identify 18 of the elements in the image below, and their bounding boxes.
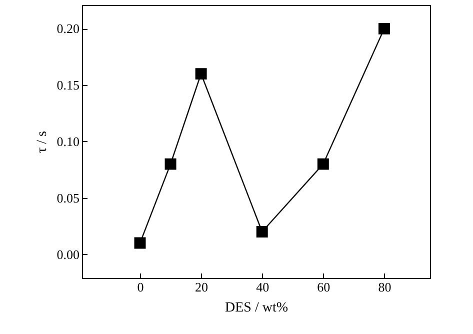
point [164, 158, 176, 170]
x-tick-label: 60 [317, 280, 330, 294]
x-tick-label: 20 [195, 280, 208, 294]
point [134, 237, 146, 249]
y-tick-label: 0.05 [56, 190, 80, 206]
x-axis-title: DES / wt% [225, 300, 288, 316]
y-tick-label: 0.10 [56, 134, 80, 149]
x-tick-label: 80 [378, 280, 392, 294]
y-tick-label: 0.00 [56, 246, 80, 262]
x-tick-label: 0 [137, 280, 144, 294]
point [195, 68, 207, 80]
y-tick-label: 0.20 [56, 21, 80, 36]
point [317, 158, 329, 170]
x-tick-label: 40 [256, 280, 270, 294]
y-tick-label: 0.15 [56, 78, 80, 93]
point [256, 226, 268, 238]
y-axis-title: τ / s [34, 131, 50, 153]
point [378, 22, 390, 34]
